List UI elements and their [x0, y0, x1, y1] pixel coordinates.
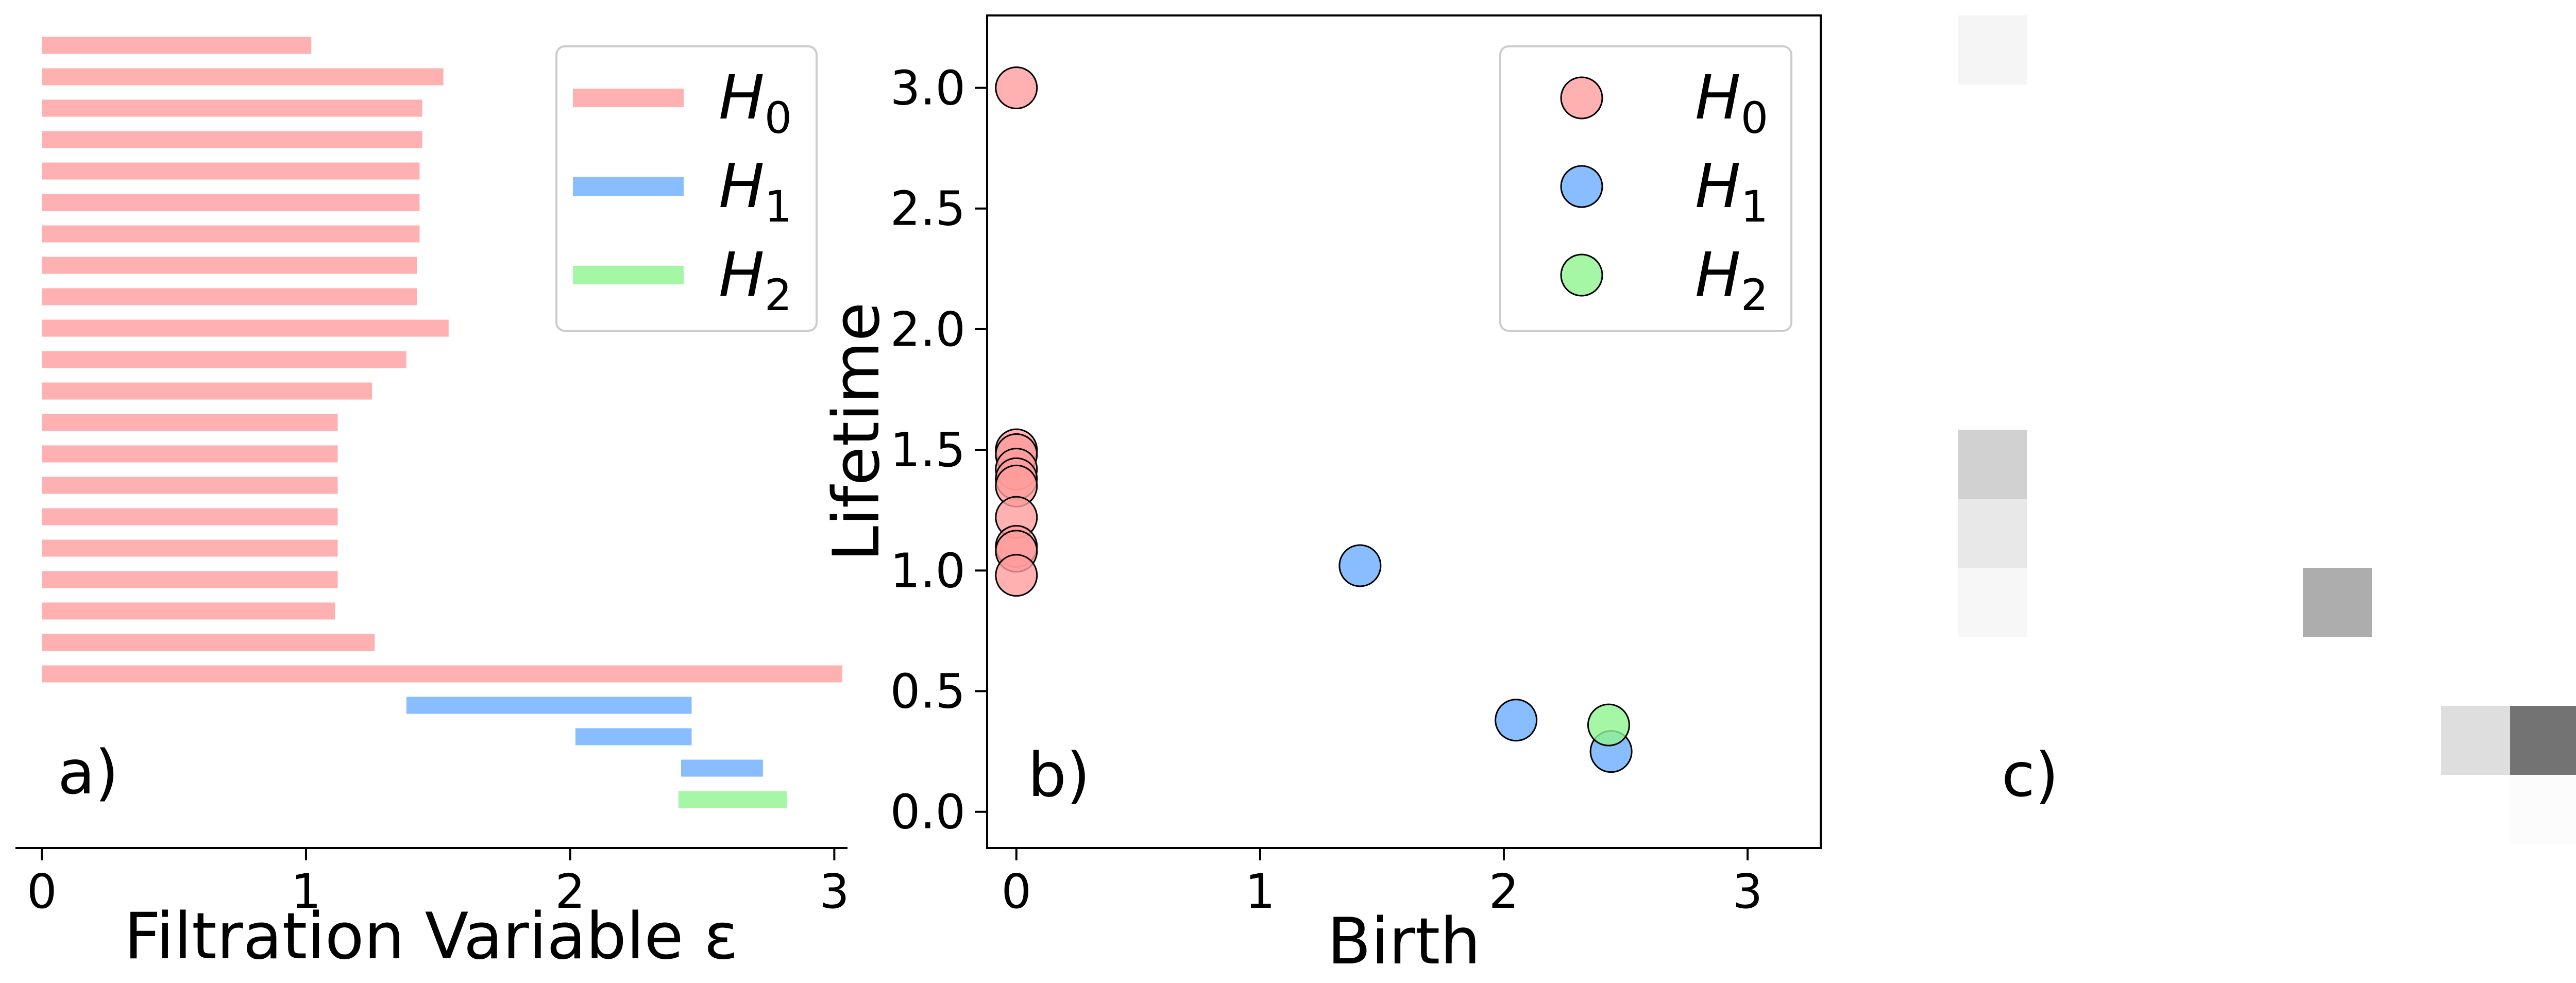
barcode-legend-label: H0 — [719, 62, 792, 143]
barcode-bar-h0 — [42, 131, 422, 148]
persistence-point-h2 — [1587, 703, 1630, 747]
persistence-legend-label: H1 — [1695, 150, 1768, 232]
barcode-bar-h0 — [42, 602, 335, 620]
barcode-bar-h0 — [42, 382, 372, 400]
persistence-y-tick-label: 1.0 — [890, 543, 965, 598]
barcode-legend-swatch — [573, 177, 684, 196]
barcode-bar-h0 — [42, 37, 312, 54]
persistence-y-tick-label: 1.5 — [890, 422, 965, 478]
persistence-point-h1 — [1495, 699, 1538, 742]
barcode-x-axis-label: Filtration Variable ε — [124, 900, 738, 974]
barcode-legend-swatch — [573, 266, 684, 284]
barcode-bar-h0 — [42, 665, 842, 683]
barcode-x-tick-label: 3 — [819, 864, 850, 919]
heatmap-cell — [2303, 568, 2372, 637]
barcode-bar-h0 — [42, 288, 417, 306]
barcode-bars — [42, 37, 842, 808]
heatmap-panel: c) — [1958, 15, 2576, 844]
heatmap-cell — [1958, 568, 2027, 637]
barcode-bar-h1 — [406, 697, 692, 714]
persistence-point-h1 — [1338, 544, 1382, 587]
heatmap-cell — [2510, 775, 2576, 844]
barcode-bar-h0 — [42, 162, 420, 180]
barcode-bar-h0 — [42, 257, 417, 274]
persistence-x-tick-label: 2 — [1489, 864, 1519, 919]
barcode-bar-h0 — [42, 99, 422, 117]
persistence-y-tick-label: 3.0 — [890, 61, 965, 116]
persistence-x-tick-label: 1 — [1245, 864, 1276, 919]
persistence-x-axis-label: Birth — [1327, 905, 1481, 979]
barcode-bar-h0 — [42, 477, 338, 494]
barcode-bar-h0 — [42, 351, 406, 368]
barcode-x-tick-label: 1 — [291, 864, 321, 919]
barcode-bar-h0 — [42, 445, 338, 463]
barcode-legend-swatch — [573, 89, 684, 107]
heatmap-panel-tag: c) — [2002, 739, 2059, 810]
persistence-y-tick-label: 2.5 — [890, 181, 965, 236]
barcode-panel-tag: a) — [58, 737, 118, 808]
persistence-x-tick-label: 0 — [1001, 864, 1031, 919]
persistence-x-tick-label: 3 — [1733, 864, 1763, 919]
persistence-y-axis-label: Lifetime — [820, 302, 894, 562]
barcode-bar-h0 — [42, 319, 449, 337]
persistence-legend-marker — [1560, 253, 1603, 297]
persistence-points — [995, 66, 1633, 773]
persistence-y-tick-label: 0.5 — [890, 664, 965, 719]
persistence-y-tick-label: 0.0 — [890, 785, 965, 840]
heatmap-cells — [1958, 15, 2576, 844]
persistence-legend-marker — [1560, 76, 1603, 120]
barcode-bar-h1 — [575, 728, 692, 745]
persistence-ticks: 0 1 2 3 0.0 0.5 1.0 1.5 2.0 2.5 3.0 — [890, 61, 1763, 919]
barcode-bar-h0 — [42, 634, 375, 651]
persistence-plot-frame — [986, 14, 1822, 849]
persistence-point-h0 — [995, 554, 1038, 597]
persistence-point-h0 — [995, 66, 1038, 110]
persistence-y-tick-label: 2.0 — [890, 302, 965, 357]
barcode-bar-h0 — [42, 539, 338, 557]
persistence-panel-tag: b) — [1028, 739, 1090, 810]
barcode-legend-frame — [555, 45, 818, 332]
barcode-x-tick-label: 0 — [27, 864, 57, 919]
barcode-bar-h0 — [42, 508, 338, 526]
barcode-bar-h0 — [42, 414, 338, 431]
barcode-bar-h0 — [42, 571, 338, 588]
persistence-panel: 0 1 2 3 0.0 0.5 1.0 1.5 2.0 2.5 3.0 Birth Lifetime… — [820, 14, 1822, 979]
heatmap-cell — [1958, 430, 2027, 499]
barcode-x-ticks: 0 1 2 3 — [27, 848, 850, 919]
heatmap-cell — [1958, 499, 2027, 568]
barcode-bar-h0 — [42, 68, 444, 86]
barcode-bar-h0 — [42, 194, 420, 211]
heatmap-cell — [1958, 15, 2027, 84]
barcode-bar-h0 — [42, 225, 420, 243]
barcode-bar-h2 — [678, 791, 787, 808]
persistence-legend-marker — [1560, 165, 1603, 208]
heatmap-cell — [2510, 706, 2576, 775]
barcode-bar-h1 — [681, 759, 763, 777]
heatmap-cell — [2441, 706, 2510, 775]
barcode-x-tick-label: 2 — [555, 864, 585, 919]
barcode-legend-label: H2 — [719, 239, 792, 320]
